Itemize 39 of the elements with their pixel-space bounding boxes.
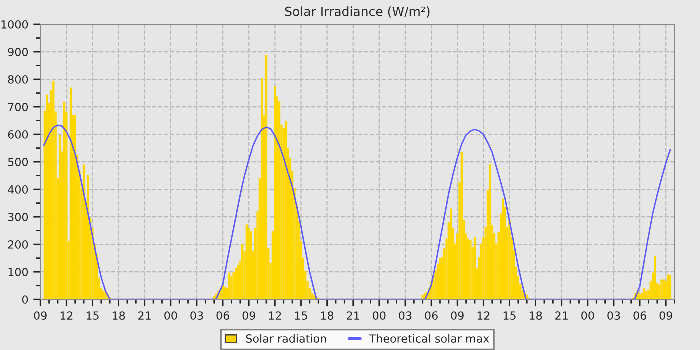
y-tick-label: 400 (8, 186, 28, 194)
y-tick-label: 0 (22, 296, 28, 304)
x-tick-label: 03 (399, 312, 412, 320)
x-tick-label: 09 (242, 312, 256, 320)
y-tick-label: 100 (8, 268, 28, 276)
x-tick-label: 18 (112, 312, 126, 320)
x-tick-label: 03 (190, 312, 204, 320)
y-tick-label: 800 (8, 75, 28, 84)
x-tick-label: 18 (530, 312, 542, 320)
y-tick-label: 900 (8, 48, 28, 56)
x-tick-label: 15 (86, 312, 99, 320)
x-tick-label: 06 (634, 312, 646, 320)
x-tick-label: 00 (164, 312, 178, 320)
x-tick-label: 15 (295, 312, 308, 320)
x-tick-label: 06 (216, 312, 230, 320)
x-tick-label: 21 (556, 312, 568, 320)
x-tick-label: 00 (582, 312, 594, 320)
x-tick-label: 09 (451, 312, 464, 320)
x-tick-label: 21 (138, 312, 151, 320)
x-tick-label: 12 (269, 312, 282, 320)
x-tick-label: 03 (608, 312, 620, 320)
y-tick-label: 300 (8, 213, 28, 222)
y-tick-label: 500 (8, 158, 28, 166)
x-tick-label: 12 (60, 312, 73, 320)
y-tick-label: 700 (8, 103, 28, 112)
x-tick-label: 15 (504, 312, 516, 320)
x-tick-label: 18 (321, 312, 334, 320)
y-tick-label: 1000 (2, 20, 28, 29)
legend-label: Theoretical solar max (369, 334, 490, 343)
y-tick-label: 600 (8, 130, 28, 139)
legend-label: Solar radiation (246, 334, 326, 343)
x-tick-label: 09 (34, 312, 47, 320)
y-tick-label: 200 (8, 240, 28, 249)
x-tick-label: 12 (478, 312, 490, 320)
x-tick-label: 09 (660, 312, 672, 320)
x-tick-label: 21 (347, 312, 360, 320)
chart-title: Solar Irradiance (W/m²) (285, 6, 430, 18)
x-tick-label: 00 (373, 312, 386, 320)
x-tick-label: 06 (425, 312, 438, 320)
